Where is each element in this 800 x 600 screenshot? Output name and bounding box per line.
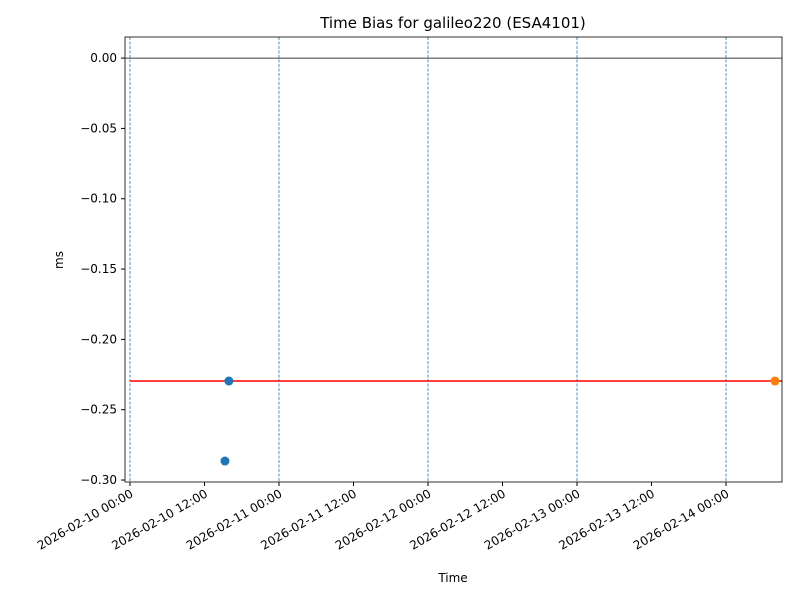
y-tick-label: −0.15 bbox=[80, 262, 117, 276]
point bbox=[224, 376, 234, 386]
y-tick-label: −0.20 bbox=[80, 332, 117, 346]
y-tick-label: −0.30 bbox=[80, 473, 117, 487]
chart-title: Time Bias for galileo220 (ESA4101) bbox=[319, 14, 586, 32]
point bbox=[770, 376, 780, 386]
x-axis-title: Time bbox=[437, 571, 467, 585]
y-tick-label: −0.10 bbox=[80, 192, 117, 206]
y-axis-title: ms bbox=[52, 251, 66, 269]
plot-frame bbox=[124, 36, 783, 483]
y-tick-label: −0.25 bbox=[80, 403, 117, 417]
y-tick-label: −0.05 bbox=[80, 121, 117, 135]
y-tick-label: 0.00 bbox=[90, 51, 117, 65]
point bbox=[220, 456, 230, 466]
